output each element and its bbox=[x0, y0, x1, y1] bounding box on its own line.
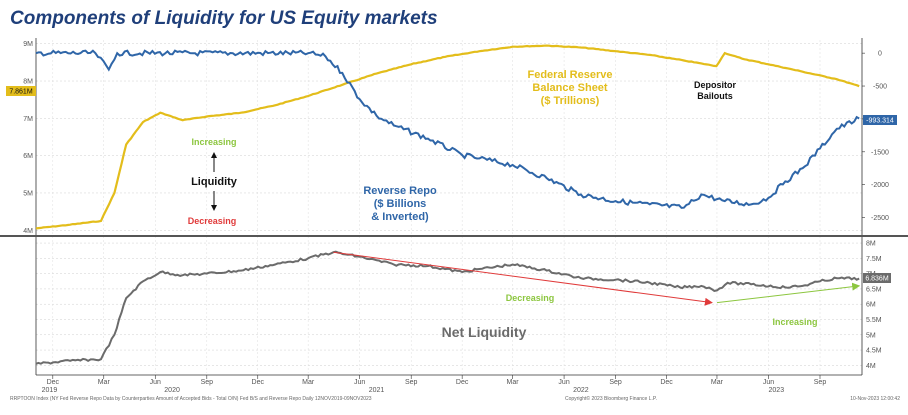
x-month-label: Jun bbox=[763, 379, 774, 386]
x-year-label: 2019 bbox=[42, 387, 58, 394]
bottom-right-tick-label: 4M bbox=[866, 363, 876, 370]
fed-last-value: 7.861M bbox=[9, 89, 33, 96]
x-month-label: Sep bbox=[405, 379, 418, 386]
bottom-right-tick-label: 6M bbox=[866, 302, 876, 309]
left-tick-label: 7M bbox=[23, 116, 33, 123]
bottom-right-tick-label: 4.5M bbox=[866, 348, 882, 355]
net-decreasing-label: Decreasing bbox=[506, 293, 555, 303]
x-month-label: Dec bbox=[456, 379, 469, 386]
x-month-label: Dec bbox=[660, 379, 673, 386]
x-month-label: Mar bbox=[507, 379, 520, 386]
footer-timestamp: 10-Nov-2023 12:00:42 bbox=[850, 396, 900, 402]
rrp-label-line-1: Reverse Repo bbox=[363, 185, 437, 197]
right-tick-label: -2500 bbox=[871, 215, 889, 222]
fed-label-line-2: Balance Sheet bbox=[532, 82, 608, 94]
series-net-liquidity bbox=[35, 250, 860, 365]
right-tick-label: -1500 bbox=[871, 149, 889, 156]
x-year-label: 2021 bbox=[369, 387, 385, 394]
x-month-label: Mar bbox=[98, 379, 111, 386]
x-month-label: Sep bbox=[609, 379, 622, 386]
footer-copyright: Copyright© 2023 Bloomberg Finance L.P. bbox=[565, 395, 657, 402]
left-tick-label: 4M bbox=[23, 228, 33, 235]
page-title: Components of Liquidity for US Equity ma… bbox=[10, 8, 438, 29]
bottom-right-tick-label: 5M bbox=[866, 332, 876, 339]
grid-lines bbox=[36, 40, 862, 373]
x-month-label: Jun bbox=[354, 379, 365, 386]
fed-label-line-3: ($ Trillions) bbox=[541, 95, 600, 107]
series-fed-balance-sheet bbox=[35, 44, 860, 230]
footer-source: RRPTOON Index (NY Fed Reverse Repo Data … bbox=[10, 396, 372, 402]
rrp-label-line-2: ($ Billions bbox=[374, 198, 427, 210]
x-month-label: Dec bbox=[47, 379, 60, 386]
rrp-last-value: -993.314 bbox=[866, 118, 894, 125]
x-month-label: Dec bbox=[252, 379, 265, 386]
bottom-right-tick-label: 8M bbox=[866, 241, 876, 248]
net-last-value-tag: 6.836M bbox=[863, 273, 891, 283]
bailouts-label-line-1: Depositor bbox=[694, 80, 737, 90]
increasing-label: Increasing bbox=[191, 137, 236, 147]
fed-label-line-1: Federal Reserve bbox=[528, 69, 613, 81]
x-month-label: Jun bbox=[150, 379, 161, 386]
decreasing-label: Decreasing bbox=[188, 216, 237, 226]
right-tick-label: 0 bbox=[878, 51, 882, 58]
series-reverse-repo bbox=[35, 49, 860, 209]
x-month-label: Sep bbox=[814, 379, 827, 386]
x-month-label: Mar bbox=[711, 379, 724, 386]
net-increasing-label: Increasing bbox=[772, 317, 817, 327]
bottom-right-tick-label: 6.5M bbox=[866, 286, 882, 293]
liquidity-label: Liquidity bbox=[191, 176, 238, 188]
left-tick-label: 8M bbox=[23, 79, 33, 86]
x-year-label: 2020 bbox=[164, 387, 180, 394]
x-month-label: Jun bbox=[558, 379, 569, 386]
bottom-right-tick-label: 5.5M bbox=[866, 317, 882, 324]
left-tick-label: 5M bbox=[23, 190, 33, 197]
left-tick-label: 9M bbox=[23, 41, 33, 48]
x-year-label: 2023 bbox=[769, 387, 785, 394]
left-tick-label: 6M bbox=[23, 153, 33, 160]
right-tick-label: -2000 bbox=[871, 182, 889, 189]
rrp-last-value-tag: -993.314 bbox=[863, 115, 897, 125]
net-last-value: 6.836M bbox=[865, 276, 889, 283]
rrp-label-line-3: & Inverted) bbox=[371, 211, 429, 223]
x-month-label: Sep bbox=[201, 379, 214, 386]
axes: 9M8M7M6M5M4M0-500-1000-1500-2000-25008M7… bbox=[23, 41, 889, 394]
right-tick-label: -500 bbox=[873, 84, 887, 91]
x-month-label: Mar bbox=[302, 379, 315, 386]
fed-last-value-tag: 7.861M bbox=[6, 86, 36, 96]
net-liquidity-label: Net Liquidity bbox=[442, 324, 527, 340]
x-year-label: 2022 bbox=[573, 387, 589, 394]
bottom-right-tick-label: 7.5M bbox=[866, 256, 882, 263]
decreasing-trend-arrow bbox=[333, 251, 713, 306]
bailouts-label-line-2: Bailouts bbox=[697, 91, 733, 101]
increasing-trend-arrow bbox=[716, 282, 861, 304]
